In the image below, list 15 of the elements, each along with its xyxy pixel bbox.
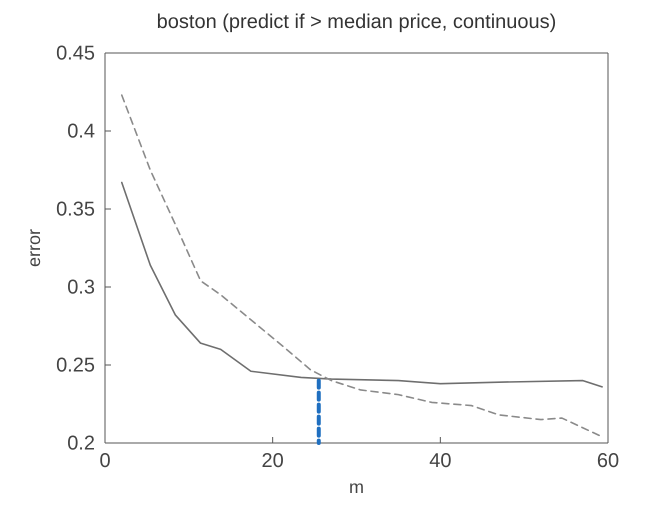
y-tick-label: 0.3	[67, 276, 95, 298]
chart-title: boston (predict if > median price, continuous)	[156, 11, 556, 33]
y-tick-label: 0.35	[56, 198, 95, 220]
y-tick-label: 0.25	[56, 354, 95, 376]
x-tick-label: 40	[429, 450, 452, 472]
y-tick-label: 0.2	[67, 432, 95, 454]
x-tick-label: 60	[596, 450, 620, 472]
x-axis-title: m	[349, 477, 364, 497]
y-tick-label: 0.45	[56, 42, 95, 64]
line-series	[120, 182, 603, 388]
line-series	[120, 94, 603, 438]
x-tick-label: 20	[262, 450, 284, 472]
x-tick-label: 0	[99, 450, 111, 472]
y-tick-label: 0.4	[67, 120, 95, 142]
y-axis-title: error	[24, 228, 44, 268]
